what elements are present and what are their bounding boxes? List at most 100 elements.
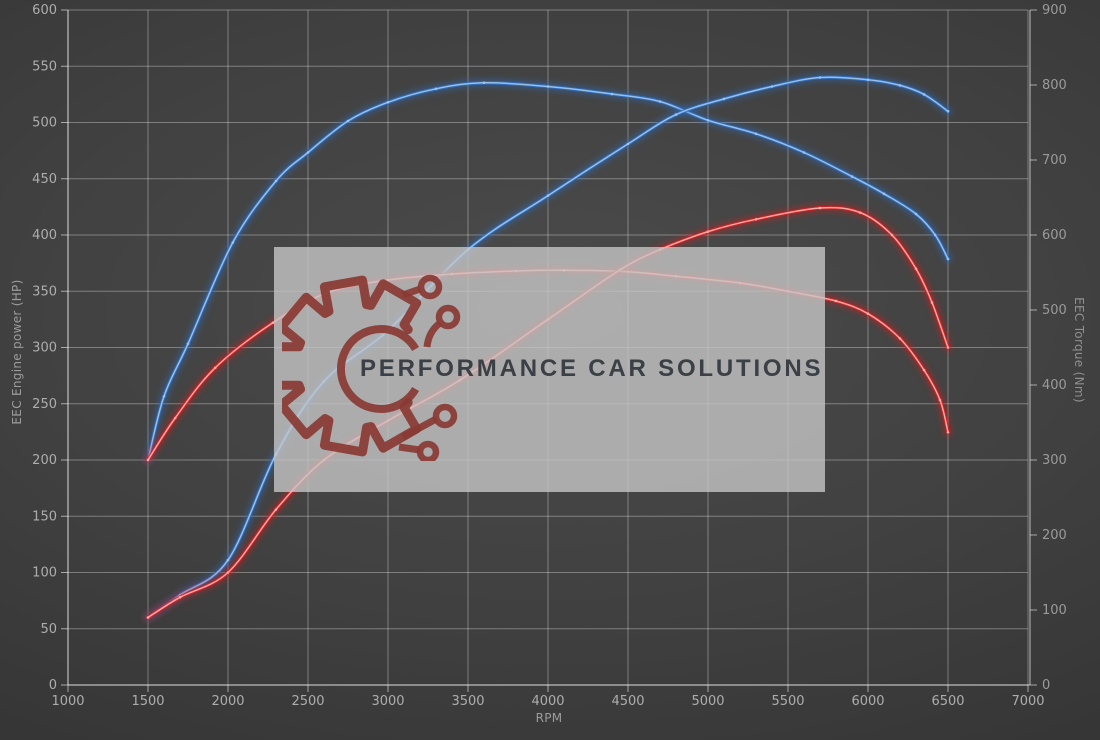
y-left-tick-label: 150 [32, 509, 57, 524]
y-right-tick-label: 600 [1042, 228, 1067, 243]
y-left-tick-label: 50 [40, 622, 57, 637]
x-tick-label: 6000 [851, 694, 884, 709]
curve-marker [850, 175, 854, 178]
x-tick-label: 6500 [931, 694, 964, 709]
y-left-tick-label: 350 [32, 284, 57, 299]
curve-marker [274, 508, 278, 511]
y-right-tick-label: 300 [1042, 453, 1067, 468]
y-left-tick-label: 600 [32, 3, 57, 18]
curve-marker [706, 230, 710, 233]
curve-marker [146, 616, 150, 619]
curve-marker [922, 368, 926, 372]
gear-circuit-logo-icon [282, 274, 461, 461]
curve-marker [610, 92, 614, 96]
curve-marker [818, 76, 822, 79]
y-left-tick-label: 100 [32, 566, 57, 581]
curve-marker [866, 78, 870, 82]
curve-marker [882, 192, 886, 196]
curve-marker [938, 398, 942, 402]
curve-marker [674, 113, 678, 116]
x-tick-label: 4000 [531, 694, 564, 709]
curve-marker [818, 206, 822, 210]
y-left-tick-label: 500 [32, 116, 57, 131]
curve-marker [922, 93, 926, 96]
x-tick-label: 2000 [211, 694, 244, 709]
curves [143, 72, 953, 622]
y-right-tick-label: 400 [1042, 378, 1067, 393]
curve-marker [866, 312, 870, 316]
curve-marker [274, 179, 278, 183]
curve-marker [146, 458, 150, 462]
axes: 0501001502002503003504004505005506000100… [32, 3, 1067, 709]
x-tick-label: 5500 [771, 694, 804, 709]
y-left-tick-label: 550 [32, 59, 57, 74]
x-tick-label: 4500 [611, 694, 644, 709]
y-right-tick-label: 0 [1042, 678, 1050, 693]
curve-marker [626, 142, 630, 146]
curve-marker [173, 416, 177, 420]
curve-marker [946, 346, 950, 349]
x-tick-label: 3500 [451, 694, 484, 709]
curve-marker [546, 194, 550, 197]
curve-marker [546, 85, 550, 88]
y-left-tick-label: 400 [32, 228, 57, 243]
curve-marker [858, 211, 862, 214]
curve-marker [834, 299, 838, 303]
y-right-tick-label: 200 [1042, 528, 1067, 543]
curve-marker [898, 337, 902, 340]
curve-marker [658, 100, 662, 103]
curve-marker [178, 596, 182, 599]
curve-marker [754, 218, 758, 221]
y-left-tick-label: 200 [32, 453, 57, 468]
curve-marker [706, 119, 710, 122]
x-tick-label: 2500 [291, 694, 324, 709]
y-left-tick-label: 300 [32, 341, 57, 356]
y-left-tick-label: 0 [49, 678, 57, 693]
curve-marker [890, 233, 894, 237]
x-axis-title: RPM [535, 711, 563, 725]
y-right-tick-label: 100 [1042, 603, 1067, 618]
curve-marker [946, 110, 950, 113]
left-axis-title: EEC Engine power (HP) [10, 279, 24, 425]
curve-marker [946, 257, 950, 261]
curve-marker [946, 431, 950, 434]
curve-marker [482, 81, 486, 85]
y-right-tick-label: 800 [1042, 78, 1067, 93]
x-tick-label: 1500 [131, 694, 164, 709]
curve-marker [386, 101, 390, 104]
curve-marker [898, 84, 902, 87]
y-left-tick-label: 450 [32, 172, 57, 187]
x-tick-label: 3000 [371, 694, 404, 709]
x-tick-label: 7000 [1011, 694, 1044, 709]
y-right-tick-label: 500 [1042, 303, 1067, 318]
curve-marker [930, 301, 934, 304]
curve-marker [722, 97, 726, 101]
curve-marker [914, 267, 918, 271]
curve-marker [213, 366, 217, 370]
curve-blue-torque [143, 78, 953, 465]
curve-marker [802, 151, 806, 154]
curve-marker [306, 151, 310, 154]
x-tick-label: 1000 [51, 694, 84, 709]
curve-marker [226, 558, 230, 562]
y-right-tick-label: 900 [1042, 3, 1067, 18]
y-left-tick-label: 250 [32, 397, 57, 412]
y-right-tick-label: 700 [1042, 153, 1067, 168]
curve-marker [346, 119, 350, 123]
watermark-brand-text: PERFORMANCE CAR SOLUTIONS [360, 355, 824, 382]
curve-marker [271, 321, 275, 325]
curve-marker [162, 395, 166, 398]
curve-marker [434, 87, 438, 91]
curve-marker [933, 233, 937, 237]
curve-marker [914, 212, 918, 216]
curve-marker [186, 342, 190, 346]
curve-marker [770, 85, 774, 88]
curve-marker [231, 241, 235, 244]
watermark-panel: PERFORMANCE CAR SOLUTIONS [274, 247, 825, 492]
curve-marker [754, 132, 758, 136]
right-axis-title: EEC Torque (Nm) [1072, 297, 1086, 403]
curve-marker [226, 571, 230, 574]
x-tick-label: 5000 [691, 694, 724, 709]
